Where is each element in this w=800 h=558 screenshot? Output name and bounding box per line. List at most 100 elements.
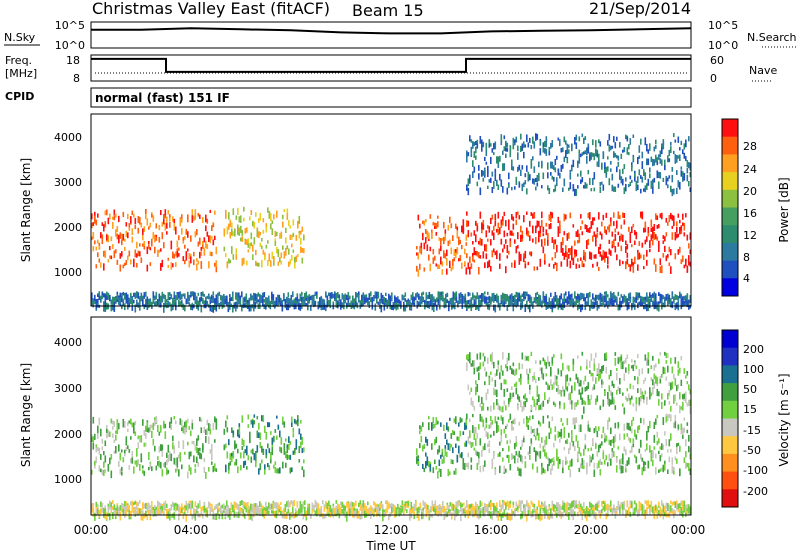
echo-cell [546,229,548,234]
echo-cell [499,174,501,181]
echo-cell [642,152,644,159]
echo-cell [106,513,108,520]
echo-cell [670,383,672,391]
echo-cell [451,298,453,302]
echo-cell [172,216,174,222]
echo-cell [448,505,450,509]
echo-cell [508,419,510,423]
echo-cell [612,245,614,248]
echo-cell [534,399,536,407]
echo-cell [302,227,304,232]
echo-cell [468,300,470,305]
echo-cell [168,293,170,301]
echo-cell [431,424,433,430]
echo-cell [299,429,301,435]
echo-cell [120,293,122,298]
echo-cell [147,247,149,254]
echo-cell [483,220,485,224]
echo-cell [243,514,245,517]
echo-cell [685,392,687,400]
echo-cell [612,293,614,298]
echo-cell [208,264,210,268]
echo-cell [287,444,289,447]
nave-label: Nave [749,64,777,77]
echo-cell [507,424,509,427]
echo-cell [679,247,681,253]
echo-cell [577,258,579,262]
echo-cell [226,296,228,304]
echo-cell [288,500,290,508]
echo-cell [112,222,114,229]
echo-cell [289,301,291,308]
echo-cell [288,509,290,513]
echo-cell [486,424,488,428]
echo-cell [336,506,338,514]
echo-cell [612,381,614,387]
echo-cell [261,415,263,421]
echo-cell [574,139,576,145]
echo-cell [522,500,524,504]
echo-cell [492,420,494,425]
echo-cell [196,258,198,262]
echo-cell [649,394,651,399]
echo-cell [592,264,594,268]
echo-cell [174,292,176,296]
echo-cell [600,469,602,475]
echo-cell [543,227,545,233]
echo-cell [499,227,501,234]
echo-cell [588,293,590,299]
echo-cell [607,140,609,146]
echo-cell [685,375,687,378]
echo-cell [627,137,629,141]
echo-cell [652,293,654,297]
echo-cell [648,227,650,233]
echo-cell [567,144,569,151]
echo-cell [640,139,642,145]
echo-cell [216,504,218,509]
echo-cell [189,503,191,508]
echo-cell [336,303,338,308]
echo-cell [669,247,671,253]
echo-cell [648,304,650,311]
echo-cell [426,511,428,517]
echo-cell [576,402,578,407]
echo-cell [394,509,396,515]
echo-cell [675,294,677,300]
echo-cell [109,513,111,520]
echo-cell [621,361,623,369]
echo-cell [147,507,149,513]
echo-cell [345,512,347,517]
echo-cell [529,295,531,300]
echo-cell [661,374,663,378]
echo-cell [318,503,320,510]
echo-cell [547,456,549,460]
echo-cell [162,232,164,239]
echo-cell [655,419,657,425]
echo-cell [287,214,289,220]
echo-cell [624,424,626,431]
echo-cell [243,298,245,304]
echo-cell [449,240,451,245]
echo-cell [486,143,488,151]
echo-cell [132,457,134,464]
echo-cell [373,296,375,301]
echo-cell [105,210,107,215]
echo-cell [637,253,639,260]
echo-cell [287,454,289,460]
echo-cell [411,514,413,518]
echo-cell [422,445,424,451]
echo-cell [607,166,609,171]
echo-cell [187,214,189,222]
echo-cell [105,221,107,227]
echo-cell [118,235,120,242]
echo-cell [612,185,614,192]
echo-cell [519,422,521,426]
echo-cell [498,403,500,410]
echo-cell [655,264,657,272]
echo-cell [276,416,278,419]
echo-cell [577,377,579,383]
echo-cell [531,511,533,517]
echo-cell [537,428,539,436]
echo-cell [588,382,590,389]
echo-cell [540,140,542,145]
